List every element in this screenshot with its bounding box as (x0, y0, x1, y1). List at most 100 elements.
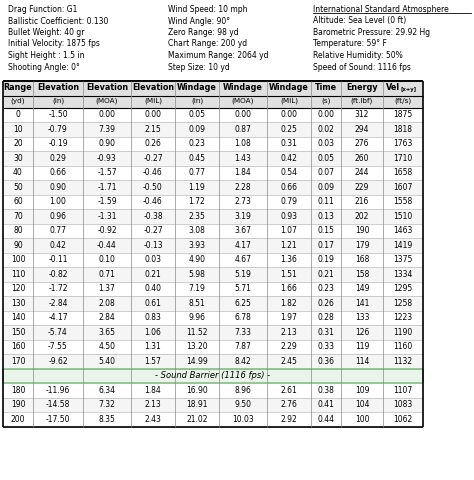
Text: -14.58: -14.58 (46, 400, 70, 409)
Text: 1710: 1710 (393, 154, 413, 163)
Text: 1.82: 1.82 (281, 299, 297, 308)
Text: 2.15: 2.15 (145, 125, 161, 133)
Text: 0.31: 0.31 (281, 139, 298, 148)
Text: 0.21: 0.21 (318, 270, 334, 278)
Text: (ft/s): (ft/s) (394, 98, 411, 105)
Text: 0.07: 0.07 (318, 168, 335, 177)
Text: 0.03: 0.03 (318, 139, 335, 148)
Text: 0.09: 0.09 (318, 182, 335, 192)
Text: 140: 140 (11, 313, 25, 322)
Text: 260: 260 (355, 154, 369, 163)
Text: 0.09: 0.09 (189, 125, 206, 133)
Text: -0.46: -0.46 (143, 197, 163, 206)
Text: 170: 170 (11, 357, 25, 366)
Bar (3, 151, 423, 166)
Text: 2.73: 2.73 (235, 197, 251, 206)
Text: 7.32: 7.32 (99, 400, 116, 409)
Text: 1.21: 1.21 (281, 240, 297, 250)
Text: 90: 90 (13, 240, 23, 250)
Text: -0.44: -0.44 (97, 240, 117, 250)
Text: 0.36: 0.36 (318, 357, 335, 366)
Text: 158: 158 (355, 270, 369, 278)
Text: 0.71: 0.71 (99, 270, 116, 278)
Text: Range: Range (4, 83, 32, 92)
Text: [x+y]: [x+y] (401, 87, 417, 92)
Text: 2.35: 2.35 (189, 212, 205, 221)
Bar (3, 325, 423, 340)
Text: 1558: 1558 (393, 197, 413, 206)
Text: 0.42: 0.42 (281, 154, 298, 163)
Text: 0.93: 0.93 (281, 212, 298, 221)
Text: 0.66: 0.66 (49, 168, 66, 177)
Bar (3, 412, 423, 427)
Text: 1334: 1334 (393, 270, 413, 278)
Text: (in): (in) (191, 98, 203, 105)
Bar (3, 282, 423, 296)
Text: 0.00: 0.00 (235, 110, 252, 119)
Text: 0.54: 0.54 (281, 168, 298, 177)
Text: Sight Height : 1.5 in: Sight Height : 1.5 in (8, 51, 84, 60)
Bar (3, 166, 423, 180)
Text: 80: 80 (13, 226, 23, 235)
Text: -0.46: -0.46 (143, 168, 163, 177)
Text: Barometric Pressure: 29.92 Hg: Barometric Pressure: 29.92 Hg (313, 28, 430, 37)
Text: 9.50: 9.50 (235, 400, 252, 409)
Text: 190: 190 (11, 400, 25, 409)
Text: 276: 276 (355, 139, 369, 148)
Text: 1.07: 1.07 (281, 226, 298, 235)
Text: 0.05: 0.05 (318, 154, 335, 163)
Text: 0.26: 0.26 (318, 299, 335, 308)
Text: 1.06: 1.06 (145, 327, 162, 336)
Text: 2.28: 2.28 (235, 182, 251, 192)
Bar (3, 239, 423, 253)
Text: -7.55: -7.55 (48, 342, 68, 351)
Text: 5.40: 5.40 (99, 357, 116, 366)
Text: -1.71: -1.71 (97, 182, 117, 192)
Text: 141: 141 (355, 299, 369, 308)
Text: 130: 130 (11, 299, 25, 308)
Text: 1.97: 1.97 (281, 313, 298, 322)
Text: 1190: 1190 (393, 327, 413, 336)
Text: -17.50: -17.50 (46, 415, 70, 423)
Text: -0.93: -0.93 (97, 154, 117, 163)
Text: 0.15: 0.15 (318, 226, 335, 235)
Text: 8.42: 8.42 (235, 357, 251, 366)
Text: 2.84: 2.84 (99, 313, 115, 322)
Text: 0.31: 0.31 (318, 327, 335, 336)
Text: 1.72: 1.72 (189, 197, 205, 206)
Text: 18.91: 18.91 (186, 400, 208, 409)
Text: 60: 60 (13, 197, 23, 206)
Text: 21.02: 21.02 (186, 415, 208, 423)
Text: (yd): (yd) (11, 98, 25, 105)
Text: 0.13: 0.13 (318, 212, 335, 221)
Text: -9.62: -9.62 (48, 357, 68, 366)
Text: 0.79: 0.79 (281, 197, 298, 206)
Text: 0.40: 0.40 (145, 284, 162, 293)
Text: 1.84: 1.84 (235, 168, 251, 177)
Bar (3, 137, 423, 151)
Text: 1875: 1875 (393, 110, 413, 119)
Text: 0.90: 0.90 (99, 139, 116, 148)
Text: 8.96: 8.96 (235, 385, 251, 395)
Text: Maximum Range: 2064 yd: Maximum Range: 2064 yd (168, 51, 268, 60)
Text: 13.20: 13.20 (186, 342, 208, 351)
Text: International Standard Atmosphere: International Standard Atmosphere (313, 5, 449, 14)
Text: 133: 133 (355, 313, 369, 322)
Text: 0.11: 0.11 (318, 197, 334, 206)
Text: Windage: Windage (223, 83, 263, 92)
Text: 1107: 1107 (393, 385, 413, 395)
Bar (3, 398, 423, 412)
Text: 1.00: 1.00 (50, 197, 66, 206)
Text: 216: 216 (355, 197, 369, 206)
Text: 14.99: 14.99 (186, 357, 208, 366)
Text: (s): (s) (321, 98, 331, 105)
Bar (3, 354, 423, 369)
Text: 1.51: 1.51 (281, 270, 297, 278)
Text: 1419: 1419 (393, 240, 413, 250)
Text: 1.31: 1.31 (145, 342, 161, 351)
Text: 1.43: 1.43 (235, 154, 251, 163)
Text: 2.08: 2.08 (99, 299, 115, 308)
Text: 190: 190 (355, 226, 369, 235)
Text: 5.98: 5.98 (189, 270, 205, 278)
Text: (MOA): (MOA) (96, 98, 118, 105)
